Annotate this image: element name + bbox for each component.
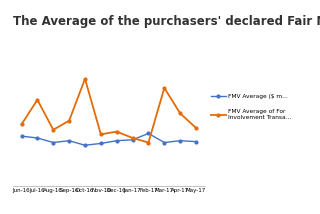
FMV Average of For
Involvement Transa... bbox=[163, 87, 166, 89]
FMV Average ($ m... bbox=[83, 144, 87, 147]
FMV Average ($ m... bbox=[20, 135, 23, 137]
Text: The Average of the purchasers' declared Fair Market Value (FMV): The Average of the purchasers' declared … bbox=[13, 15, 320, 28]
FMV Average of For
Involvement Transa... bbox=[67, 119, 71, 122]
FMV Average of For
Involvement Transa... bbox=[51, 128, 55, 131]
FMV Average of For
Involvement Transa... bbox=[99, 133, 103, 136]
FMV Average ($ m... bbox=[115, 140, 119, 142]
FMV Average of For
Involvement Transa... bbox=[20, 123, 23, 126]
FMV Average ($ m... bbox=[99, 142, 103, 145]
FMV Average of For
Involvement Transa... bbox=[178, 112, 182, 115]
FMV Average of For
Involvement Transa... bbox=[83, 77, 87, 80]
FMV Average of For
Involvement Transa... bbox=[36, 98, 39, 101]
FMV Average ($ m... bbox=[178, 140, 182, 142]
FMV Average ($ m... bbox=[131, 138, 134, 141]
Line: FMV Average ($ m...: FMV Average ($ m... bbox=[20, 132, 197, 147]
FMV Average ($ m... bbox=[51, 141, 55, 144]
FMV Average ($ m... bbox=[36, 137, 39, 139]
FMV Average of For
Involvement Transa... bbox=[194, 127, 198, 129]
Legend: FMV Average ($ m..., FMV Average of For
Involvement Transa...: FMV Average ($ m..., FMV Average of For … bbox=[211, 94, 291, 120]
FMV Average ($ m... bbox=[147, 132, 150, 135]
FMV Average ($ m... bbox=[194, 140, 198, 143]
FMV Average ($ m... bbox=[67, 140, 71, 142]
FMV Average of For
Involvement Transa... bbox=[147, 141, 150, 144]
FMV Average of For
Involvement Transa... bbox=[115, 130, 119, 133]
Line: FMV Average of For
Involvement Transa...: FMV Average of For Involvement Transa... bbox=[20, 77, 197, 144]
FMV Average ($ m... bbox=[163, 141, 166, 144]
FMV Average of For
Involvement Transa... bbox=[131, 137, 134, 139]
